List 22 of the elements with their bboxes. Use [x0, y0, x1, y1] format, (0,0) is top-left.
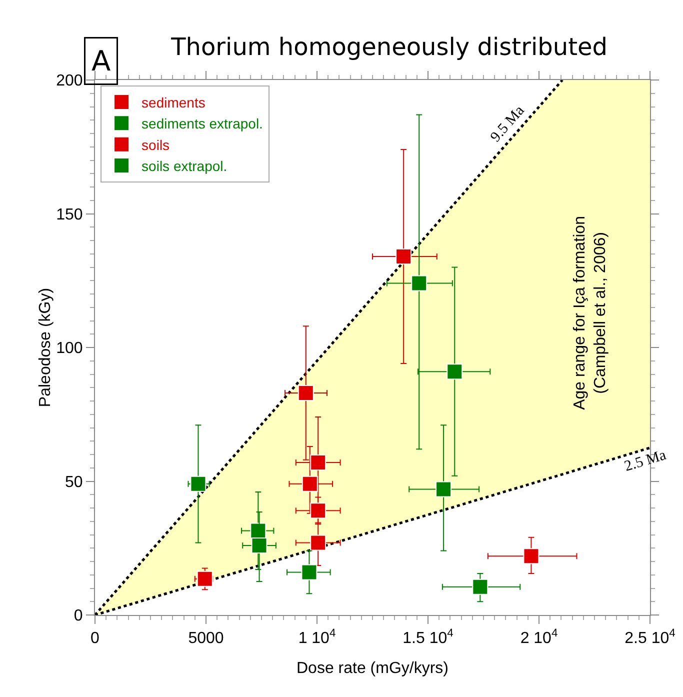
- x-tick-label: 1 10$^{4}$: [298, 627, 336, 648]
- x-tick-label: 2 10$^{4}$: [520, 627, 558, 648]
- y-tick-label: 50: [65, 474, 83, 491]
- annotation: Age range for Içа formation (Campbell et al., 2006): [571, 216, 610, 410]
- x-tick-label: 2.5 10$^{4}$: [624, 627, 676, 648]
- x-tick-label: 1.5 10$^{4}$: [402, 627, 454, 648]
- text: 2.5 Ma: [622, 447, 668, 475]
- x-tick-label: 0: [90, 630, 100, 648]
- y-axis-title: Paleodose (kGy): [37, 288, 54, 408]
- y-tick-label: 0: [74, 608, 83, 625]
- y-tick-label: 200: [56, 72, 83, 90]
- x-axis-title: Dose rate (mGy/kyrs): [296, 660, 449, 677]
- legend-label: soils: [142, 136, 170, 153]
- text: A: [92, 44, 111, 78]
- y-tick-label: 150: [56, 206, 83, 224]
- legend-label: soils extrapol.: [142, 158, 228, 174]
- chart-title: Thorium homogeneously distributed: [170, 33, 608, 62]
- legend-label: sediments extrapol.: [142, 116, 263, 132]
- y-tick-label: 100: [56, 340, 83, 358]
- text: 9.5 Ma: [488, 102, 528, 146]
- legend-label: sediments: [142, 94, 206, 110]
- x-tick-label: 5000: [188, 630, 224, 648]
